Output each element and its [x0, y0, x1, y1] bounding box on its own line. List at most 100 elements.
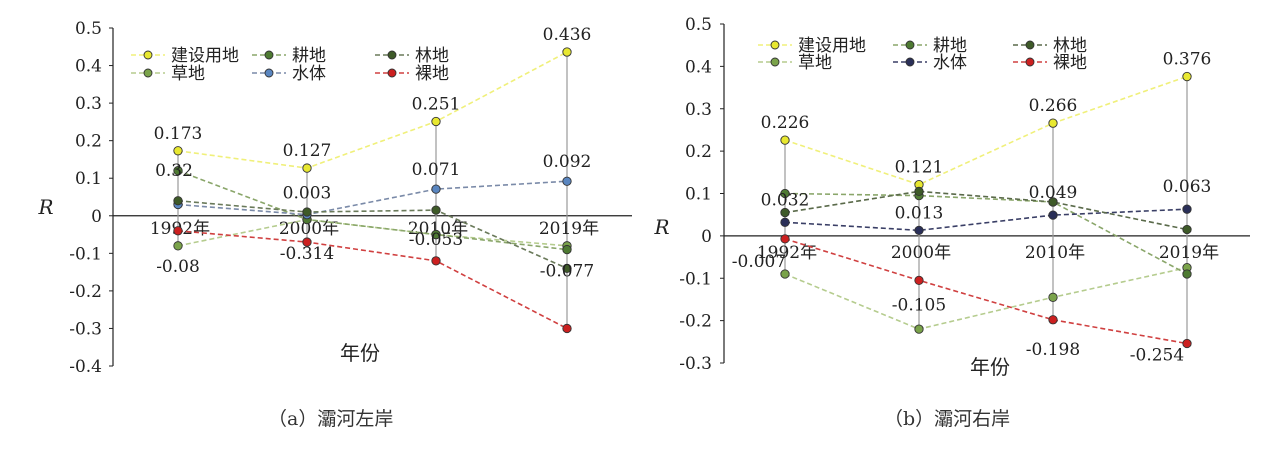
y-tick-label: -0.3 — [69, 319, 102, 339]
data-point — [1048, 118, 1058, 128]
data-label: 0.121 — [895, 158, 944, 178]
y-tick-label: 0 — [701, 227, 712, 247]
series-line — [784, 75, 1188, 186]
caption-left: （a）灞河左岸 — [268, 408, 394, 430]
data-label: 0.032 — [761, 190, 810, 210]
legend-marker — [143, 50, 153, 60]
y-tick-label: 0.3 — [685, 100, 712, 120]
data-point — [173, 196, 183, 206]
data-point — [431, 256, 441, 266]
data-point — [173, 241, 183, 251]
legend-label: 草地 — [798, 53, 832, 73]
x-tick-label: 2010年 — [1025, 243, 1085, 263]
data-point — [914, 186, 924, 197]
series-line — [177, 199, 568, 270]
data-point — [1182, 204, 1192, 214]
y-axis-label: R — [37, 195, 53, 219]
series-line — [784, 266, 1188, 330]
data-point — [173, 166, 183, 176]
legend-label: 水体 — [933, 53, 967, 73]
legend-marker — [905, 40, 915, 50]
series-line — [784, 238, 1188, 345]
legend-marker — [1025, 40, 1035, 50]
data-label: 0.251 — [412, 95, 461, 115]
y-tick-label: -0.1 — [69, 244, 102, 264]
caption-right: （b）灞河右岸 — [884, 408, 1011, 430]
data-point — [780, 188, 790, 199]
legend-marker — [770, 57, 780, 67]
data-label: 0.436 — [543, 25, 592, 45]
data-label: 0.376 — [1163, 50, 1212, 70]
legend-label: 林地 — [1053, 36, 1087, 56]
data-label: 0.127 — [283, 141, 332, 161]
data-label: -0.08 — [156, 257, 200, 277]
data-point — [562, 263, 572, 274]
x-tick-label: 1992年 — [757, 243, 817, 263]
data-point — [302, 237, 312, 247]
data-label: -0.254 — [1130, 346, 1184, 366]
legend-marker — [264, 68, 274, 78]
data-label: -0.105 — [892, 295, 946, 315]
y-tick-label: -0.3 — [679, 354, 712, 374]
data-label: 0.003 — [283, 184, 332, 204]
data-label: 0.071 — [412, 160, 461, 180]
x-tick-label: 2000年 — [279, 219, 339, 239]
data-label: -0.053 — [409, 230, 463, 250]
data-point — [562, 244, 572, 255]
legend-marker — [770, 40, 780, 50]
legend-label: 裸地 — [1053, 53, 1087, 73]
data-point — [1048, 292, 1058, 302]
data-label: 0.266 — [1029, 96, 1078, 116]
data-point — [1048, 315, 1058, 325]
chart-panel-left: 0.50.40.30.20.10-0.1-0.2-0.3-0.4R年份1992年… — [37, 19, 632, 377]
data-label: 0.32 — [155, 161, 193, 181]
data-label: -0.007 — [732, 252, 786, 272]
y-tick-label: 0.5 — [75, 19, 102, 39]
data-point — [431, 205, 441, 215]
legend-marker — [905, 57, 915, 67]
series-line — [784, 192, 1188, 275]
data-point — [780, 269, 790, 279]
y-tick-label: -0.2 — [69, 282, 102, 302]
data-point — [1182, 224, 1192, 235]
data-point — [173, 146, 183, 156]
data-label: 0.013 — [895, 203, 944, 223]
x-tick-label: 2000年 — [891, 243, 951, 263]
data-point — [914, 324, 924, 334]
data-point — [431, 229, 441, 240]
y-tick-label: 0.1 — [75, 169, 102, 189]
data-point — [780, 207, 790, 218]
data-point — [431, 184, 441, 194]
data-point — [914, 275, 924, 286]
series-line — [177, 169, 568, 251]
data-point — [302, 163, 312, 173]
data-point — [780, 217, 790, 227]
y-tick-label: 0.1 — [685, 185, 712, 205]
legend-marker — [1025, 57, 1035, 67]
data-point — [562, 176, 572, 186]
data-label: -0.077 — [540, 261, 594, 281]
data-point — [1048, 197, 1058, 207]
data-label: 0.173 — [154, 124, 203, 144]
legend-label: 耕地 — [292, 46, 326, 66]
legend-label: 耕地 — [933, 36, 967, 56]
y-tick-label: 0.2 — [685, 142, 712, 162]
x-axis-label: 年份 — [970, 355, 1010, 379]
data-point — [1182, 338, 1192, 349]
series-line — [177, 230, 568, 330]
data-point — [302, 207, 312, 217]
data-label: 0.063 — [1163, 177, 1212, 197]
legend-label: 水体 — [292, 64, 326, 84]
legend-marker — [387, 68, 397, 78]
data-label: 0.092 — [543, 152, 592, 172]
y-tick-label: 0.4 — [685, 57, 712, 77]
data-label: 0.226 — [761, 113, 810, 133]
y-tick-label: 0.2 — [75, 132, 102, 152]
data-point — [562, 47, 572, 57]
data-point — [1182, 71, 1192, 82]
y-tick-label: 0.4 — [75, 57, 102, 77]
data-point — [780, 135, 790, 145]
data-point — [562, 323, 572, 334]
series-line — [784, 208, 1188, 232]
